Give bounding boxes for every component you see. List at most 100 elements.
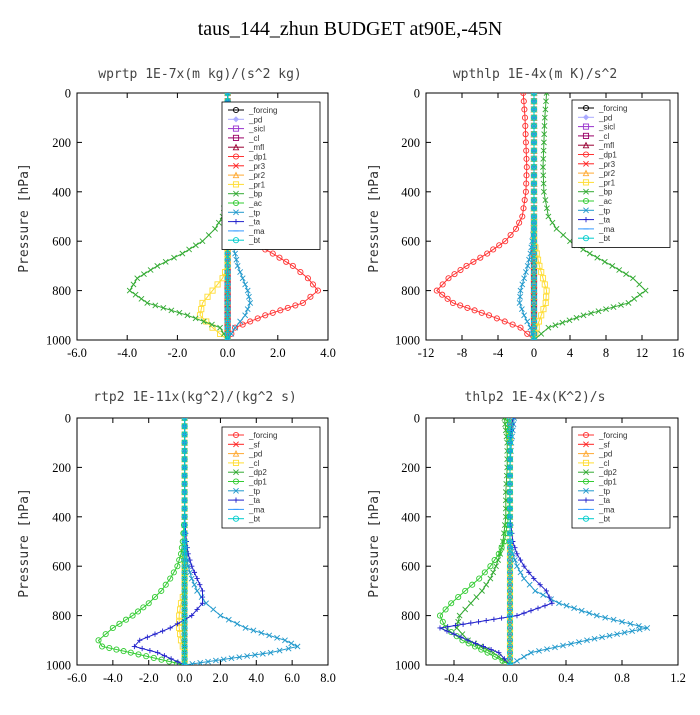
legend-label: _dp1 [598,478,617,487]
data-point [184,312,191,319]
data-point [181,661,188,665]
data-point [475,619,482,625]
data-point [580,312,587,319]
x-tick-label: 8.0 [320,671,336,685]
legend-label: _sicl [248,125,265,134]
data-point [519,281,526,288]
legend-item: _pr3 [578,160,616,169]
data-point [502,238,509,245]
data-point [155,650,161,656]
data-point [506,643,514,650]
legend-label: _pr3 [598,160,616,169]
data-point [212,225,218,232]
data-point [467,600,474,607]
data-point [526,256,532,263]
data-point [506,637,514,644]
data-point [521,312,528,319]
data-point [560,232,567,238]
legend-label: _forcing [248,106,277,115]
data-point [437,625,443,631]
data-point [181,513,188,520]
data-point [514,551,520,557]
data-point [496,650,502,656]
data-point [457,266,464,274]
data-point [462,587,469,594]
data-point [549,219,556,226]
data-point [137,637,143,643]
legend-item: _cl [578,459,609,468]
data-point [176,309,183,316]
legend-marker [232,171,240,179]
data-point [181,439,188,446]
legend: _forcing_pd_sicl_cl_mfl_dp1_pr3_pr2_pr1_… [571,99,671,248]
data-point [462,606,469,613]
data-point [609,262,616,269]
data-point [174,563,181,570]
data-point [192,242,199,249]
data-point [506,497,514,504]
data-point [188,575,195,582]
data-point [224,318,231,325]
legend-label: _bt [598,234,611,243]
legend: _forcing_sf_pd_cl_dp2_dp1_tp_ta_ma_bt [221,426,321,529]
data-point [181,447,188,454]
data-point [629,628,636,634]
plot-area [95,418,301,665]
data-point [521,575,527,582]
data-point [530,106,538,113]
data-point [530,324,538,331]
data-point [181,538,188,545]
data-point [517,557,524,563]
data-point [595,308,602,315]
data-point [491,556,498,564]
data-point [540,147,547,154]
y-tick-label: 1000 [395,659,420,673]
legend-marker [232,459,240,466]
data-point [478,309,485,316]
data-point [506,427,514,434]
data-point [451,271,458,278]
data-point [224,93,231,97]
legend-label: _pr2 [248,171,266,180]
legend-label: _cl [248,134,259,143]
legend-marker [232,181,240,188]
data-point [506,594,514,601]
legend-marker [232,106,240,114]
data-point [220,656,227,663]
data-point [439,291,446,298]
data-point [540,139,547,146]
data-point [484,250,491,257]
legend-label: _dp1 [598,151,617,160]
legend-marker [582,104,590,112]
series-markers-dp1 [95,418,188,665]
series-markers-bp [126,93,231,340]
legend-marker [582,151,590,158]
data-point [299,299,306,306]
data-point [239,321,246,328]
data-point [506,456,514,463]
data-point [506,421,514,428]
data-point [530,219,538,226]
legend-marker [232,431,240,439]
data-point [530,318,538,325]
data-point [452,622,458,629]
data-point [181,643,188,650]
x-tick-label: 0.4 [558,671,574,685]
data-point [591,635,598,642]
data-point [244,306,251,313]
data-point [545,324,552,331]
data-point [492,653,499,660]
data-point [603,306,609,313]
data-point [506,472,514,479]
data-point [102,631,109,638]
data-point [147,647,153,654]
series-line-dp1 [439,418,511,665]
data-point [181,423,188,430]
data-point [288,640,295,647]
series-markers-bt [506,418,514,665]
data-point [524,318,531,325]
data-point [197,582,203,588]
data-point [266,632,273,639]
x-tick-label: 4.0 [320,346,336,360]
legend-marker [232,125,240,132]
